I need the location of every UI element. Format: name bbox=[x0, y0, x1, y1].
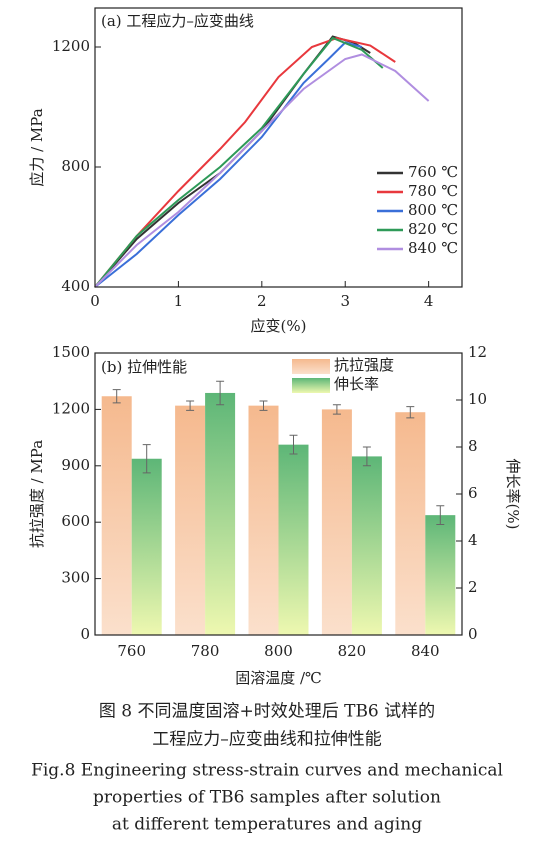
x-axis-label: 应变(%) bbox=[251, 317, 307, 335]
x-tick-label: 0 bbox=[90, 292, 100, 310]
line bbox=[94, 36, 396, 288]
chart-title: (a) 工程应力–应变曲线 bbox=[101, 12, 254, 30]
y-tick-label: 300 bbox=[61, 569, 90, 587]
error-bar bbox=[406, 406, 415, 419]
bar bbox=[351, 456, 382, 635]
y2-tick-label: 8 bbox=[468, 437, 478, 455]
y-tick-label: 1500 bbox=[52, 343, 90, 361]
y-axis-label: 抗拉强度 / MPa bbox=[28, 440, 46, 548]
legend-label: 抗拉强度 bbox=[334, 356, 394, 374]
y2-tick-label: 12 bbox=[468, 343, 487, 361]
x-tick-label: 820 bbox=[338, 642, 367, 660]
line bbox=[94, 41, 363, 288]
x-tick-label: 3 bbox=[340, 292, 350, 310]
y-tick-label: 800 bbox=[61, 157, 90, 175]
error-bar bbox=[436, 505, 445, 526]
legend-swatch bbox=[292, 359, 330, 374]
x-tick-label: 800 bbox=[264, 642, 293, 660]
y-tick-label: 0 bbox=[80, 625, 90, 643]
bar bbox=[175, 405, 206, 635]
x-tick-label: 780 bbox=[191, 642, 220, 660]
error-bar bbox=[186, 400, 195, 411]
legend-swatch bbox=[292, 378, 330, 393]
caption-en: Fig.8 Engineering stress-strain curves a… bbox=[31, 761, 503, 781]
caption-zh: 工程应力–应变曲线和拉伸性能 bbox=[152, 730, 382, 750]
y-tick-label: 600 bbox=[61, 512, 90, 530]
bar bbox=[425, 515, 456, 635]
y-tick-label: 1200 bbox=[52, 399, 90, 417]
bar bbox=[248, 405, 279, 635]
error-bar bbox=[332, 404, 341, 415]
bar bbox=[395, 412, 426, 635]
y2-axis-label: 伸长率(%) bbox=[504, 459, 522, 530]
bar bbox=[278, 444, 309, 635]
y-axis-label: 应力 / MPa bbox=[28, 108, 46, 186]
caption-en: properties of TB6 samples after solution bbox=[93, 788, 441, 808]
error-bar bbox=[289, 434, 298, 455]
error-bar bbox=[362, 446, 371, 467]
error-bar bbox=[112, 389, 121, 404]
x-tick-label: 1 bbox=[174, 292, 184, 310]
y2-tick-label: 4 bbox=[468, 531, 478, 549]
x-axis-label: 固溶温度 /℃ bbox=[235, 669, 322, 687]
legend-label: 820 ℃ bbox=[408, 220, 458, 238]
plot-frame bbox=[94, 7, 463, 288]
x-tick-label: 760 bbox=[117, 642, 146, 660]
caption-zh: 图 8 不同温度固溶+时效处理后 TB6 试样的 bbox=[99, 702, 435, 722]
error-bar bbox=[142, 444, 151, 474]
y2-tick-label: 0 bbox=[468, 625, 478, 643]
y-tick-label: 900 bbox=[61, 456, 90, 474]
legend-label: 780 ℃ bbox=[408, 182, 458, 200]
legend-label: 伸长率 bbox=[334, 375, 379, 393]
bar bbox=[321, 409, 352, 635]
x-tick-label: 2 bbox=[257, 292, 267, 310]
y-tick-label: 400 bbox=[61, 277, 90, 295]
y2-tick-label: 2 bbox=[468, 578, 478, 596]
line bbox=[94, 53, 430, 288]
legend-label: 760 ℃ bbox=[408, 163, 458, 181]
bar bbox=[101, 396, 132, 635]
x-tick-label: 840 bbox=[411, 642, 440, 660]
error-bar bbox=[216, 380, 225, 406]
y2-tick-label: 6 bbox=[468, 484, 478, 502]
bar bbox=[205, 392, 236, 635]
caption-en: at different temperatures and aging bbox=[112, 815, 422, 835]
y2-tick-label: 10 bbox=[468, 390, 487, 408]
line bbox=[94, 36, 384, 288]
chart-title: (b) 拉伸性能 bbox=[101, 358, 187, 376]
x-tick-label: 4 bbox=[424, 292, 434, 310]
plot-frame bbox=[94, 352, 463, 636]
y-tick-label: 1200 bbox=[52, 37, 90, 55]
legend-label: 840 ℃ bbox=[408, 239, 458, 257]
bar bbox=[131, 458, 162, 635]
error-bar bbox=[259, 400, 268, 411]
legend-label: 800 ℃ bbox=[408, 201, 458, 219]
